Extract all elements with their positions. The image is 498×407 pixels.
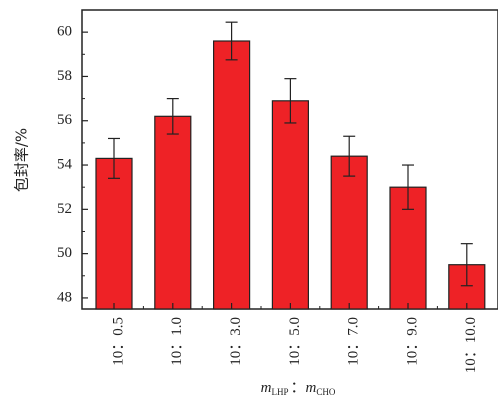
y-tick-label-1: 50 xyxy=(57,245,72,261)
y-axis-title: 包封率/% xyxy=(13,128,31,192)
x-title-m2: m xyxy=(306,380,317,396)
x-tick-label-2: 10：3.0 xyxy=(228,317,244,366)
y-axis: 48 50 52 54 56 58 60 xyxy=(57,9,88,305)
x-tick-label-4: 10：7.0 xyxy=(346,317,362,366)
y-tick-label-6: 60 xyxy=(57,24,72,40)
bar-4 xyxy=(330,155,368,310)
bar-1 xyxy=(154,115,192,310)
x-tick-label-3: 10：5.0 xyxy=(287,317,303,366)
x-title-sub2: CHO xyxy=(316,387,336,397)
y-tick-label-2: 52 xyxy=(57,201,72,217)
x-axis-title: mLHP ：mCHO xyxy=(261,380,336,397)
bar-0 xyxy=(95,157,133,310)
bar-2 xyxy=(213,40,251,310)
y-tick-label-3: 54 xyxy=(57,156,73,172)
y-tick-label-5: 58 xyxy=(57,68,72,84)
x-tick-label-5: 10：9.0 xyxy=(404,317,420,366)
x-axis: 10：0.5 10：1.0 10：3.0 10：5.0 10：7.0 10：9.0 10：1… xyxy=(110,303,479,373)
y-tick-label-0: 48 xyxy=(57,289,72,305)
y-tick-label-4: 56 xyxy=(57,112,73,128)
bar-3 xyxy=(271,100,309,310)
x-tick-label-0: 10：0.5 xyxy=(110,317,126,366)
x-title-sep: ： xyxy=(290,380,305,396)
x-title-sub1: LHP xyxy=(271,387,288,397)
x-tick-label-6: 10：10.0 xyxy=(463,317,479,373)
error-bars-group xyxy=(108,21,473,287)
x-tick-label-1: 10：1.0 xyxy=(169,317,185,366)
x-title-m1: m xyxy=(261,380,272,396)
